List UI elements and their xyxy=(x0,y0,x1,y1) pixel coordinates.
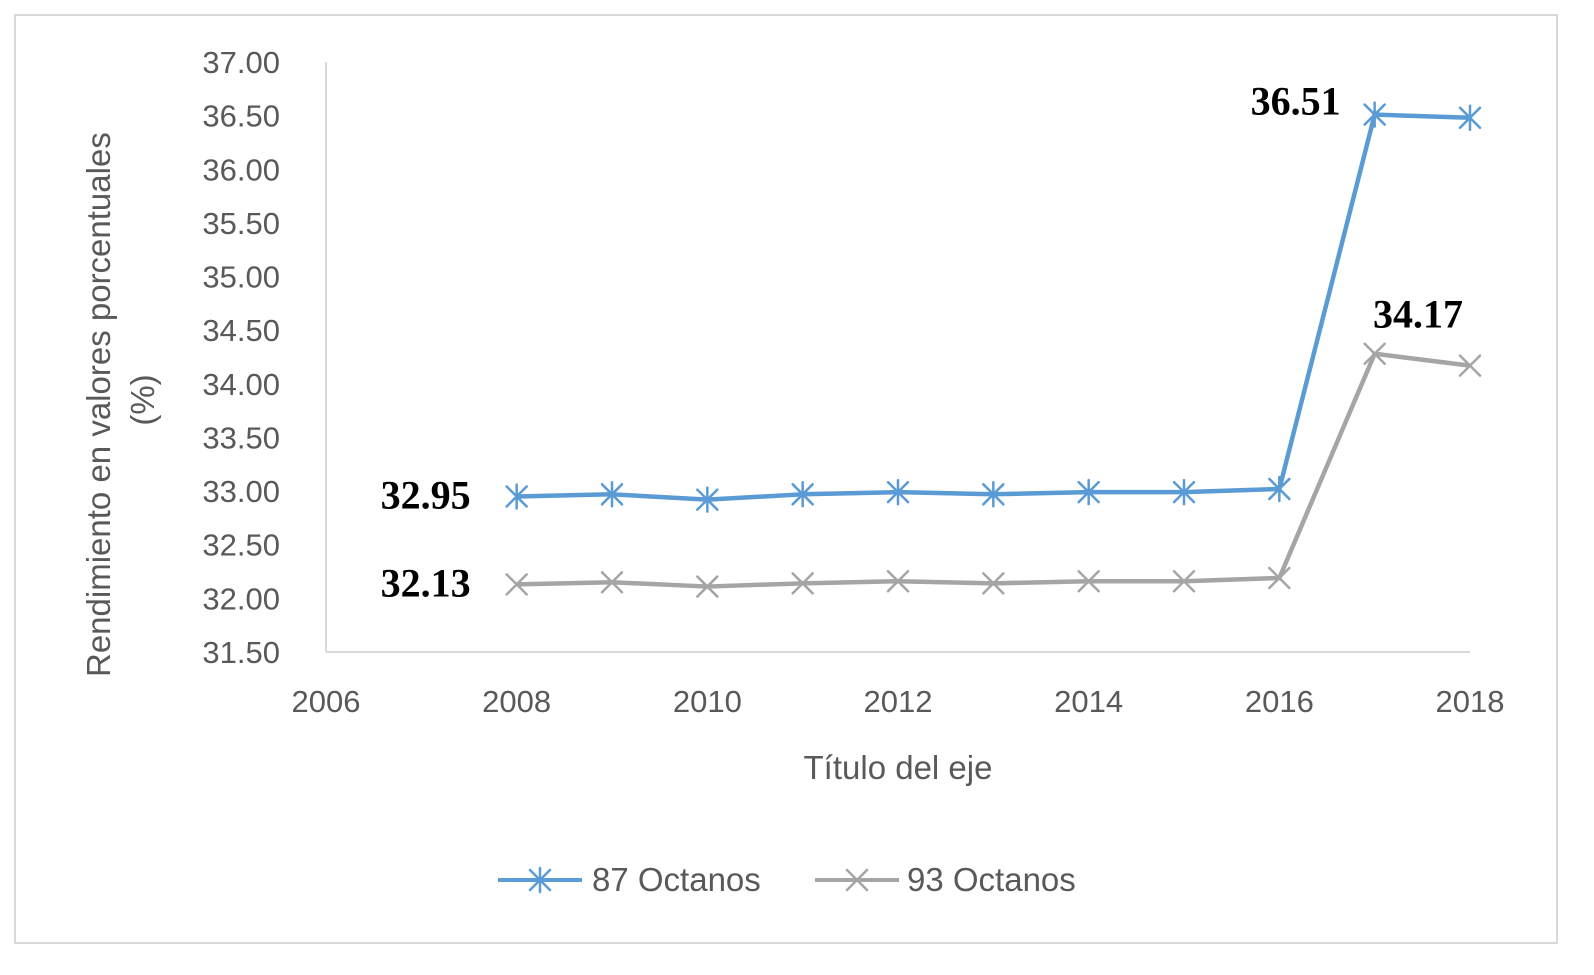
y-tick-label: 32.50 xyxy=(202,528,280,563)
data-point-93-octanos xyxy=(1458,354,1482,377)
chart-frame xyxy=(14,14,1558,944)
y-tick-labels: 31.50 32.00 32.50 33.00 33.50 34.00 34.50 35.00… xyxy=(202,45,280,670)
y-axis-title: Rendimiento en valores porcentuales (%) xyxy=(80,123,161,677)
x-tick-label: 2018 xyxy=(1436,684,1505,719)
y-tick-label: 33.50 xyxy=(202,420,280,455)
data-point-87-octanos xyxy=(1077,478,1100,506)
legend-marker-87-octanos xyxy=(528,866,552,894)
data-point-93-octanos xyxy=(982,572,1005,595)
series-93-octanos xyxy=(505,342,1482,598)
data-point-93-octanos xyxy=(1077,569,1100,593)
data-point-93-octanos xyxy=(696,575,719,598)
y-tick-label: 33.00 xyxy=(202,474,280,509)
x-tick-label: 2006 xyxy=(292,684,361,719)
data-point-87-octanos xyxy=(1458,104,1482,132)
y-tick-label: 35.50 xyxy=(202,206,280,241)
data-point-87-octanos xyxy=(696,486,719,513)
data-point-93-octanos xyxy=(1172,569,1196,593)
legend-label-87-octanos: 87 Octanos xyxy=(592,861,761,898)
data-point-87-octanos xyxy=(1172,478,1196,506)
data-point-93-octanos xyxy=(505,573,528,596)
legend-marker-glyph xyxy=(845,868,869,892)
y-tick-label: 34.50 xyxy=(202,313,280,348)
y-tick-label: 36.50 xyxy=(202,99,280,134)
y-axis-title-line-2: (%) xyxy=(124,374,161,425)
legend-label-93-octanos: 93 Octanos xyxy=(907,861,1076,898)
y-tick-label: 37.00 xyxy=(202,45,280,80)
x-tick-labels: 2006 2008 2010 2012 2014 2016 2018 xyxy=(292,684,1505,719)
y-tick-label: 32.00 xyxy=(202,581,280,616)
legend-marker-93-octanos xyxy=(845,868,869,892)
x-tick-label: 2014 xyxy=(1054,684,1123,719)
x-tick-label: 2016 xyxy=(1245,684,1314,719)
x-tick-label: 2012 xyxy=(864,684,933,719)
data-point-87-octanos xyxy=(791,481,814,508)
data-label-93-octanos: 34.17 xyxy=(1373,292,1463,337)
data-point-87-octanos xyxy=(982,481,1005,508)
data-point-87-octanos xyxy=(600,481,624,508)
y-tick-label: 34.00 xyxy=(202,367,280,402)
data-label-87-octanos: 32.95 xyxy=(381,472,471,517)
data-point-87-octanos xyxy=(505,483,528,510)
x-tick-label: 2010 xyxy=(673,684,742,719)
data-labels: 32.95 36.51 32.13 34.17 xyxy=(381,79,1463,606)
data-label-93-octanos: 32.13 xyxy=(381,560,471,605)
legend-marker-glyph xyxy=(528,866,552,894)
data-label-87-octanos: 36.51 xyxy=(1251,79,1341,124)
series-layer xyxy=(505,101,1482,598)
data-point-87-octanos xyxy=(886,478,910,506)
legend: 87 Octanos 93 Octanos xyxy=(498,861,1076,898)
series-line-93-octanos xyxy=(516,351,1471,589)
y-tick-label: 35.00 xyxy=(202,260,280,295)
data-point-93-octanos xyxy=(1268,566,1291,590)
data-point-87-octanos xyxy=(1268,475,1291,503)
data-point-87-octanos xyxy=(1363,101,1386,128)
data-point-93-octanos xyxy=(1363,342,1386,366)
x-tick-label: 2008 xyxy=(482,684,551,719)
series-line-87-octanos xyxy=(516,112,1471,502)
y-tick-label: 36.00 xyxy=(202,152,280,187)
legend-item-87-octanos: 87 Octanos xyxy=(498,861,761,898)
x-axis-title: Título del eje xyxy=(804,749,993,786)
data-point-93-octanos xyxy=(886,569,910,593)
axes xyxy=(325,62,1470,653)
data-point-93-octanos xyxy=(791,572,814,595)
y-axis-title-line-1: Rendimiento en valores porcentuales xyxy=(80,132,117,677)
data-point-93-octanos xyxy=(600,571,624,594)
legend-item-93-octanos: 93 Octanos xyxy=(815,861,1076,898)
series-87-octanos xyxy=(505,101,1482,513)
y-tick-label: 31.50 xyxy=(202,635,280,670)
